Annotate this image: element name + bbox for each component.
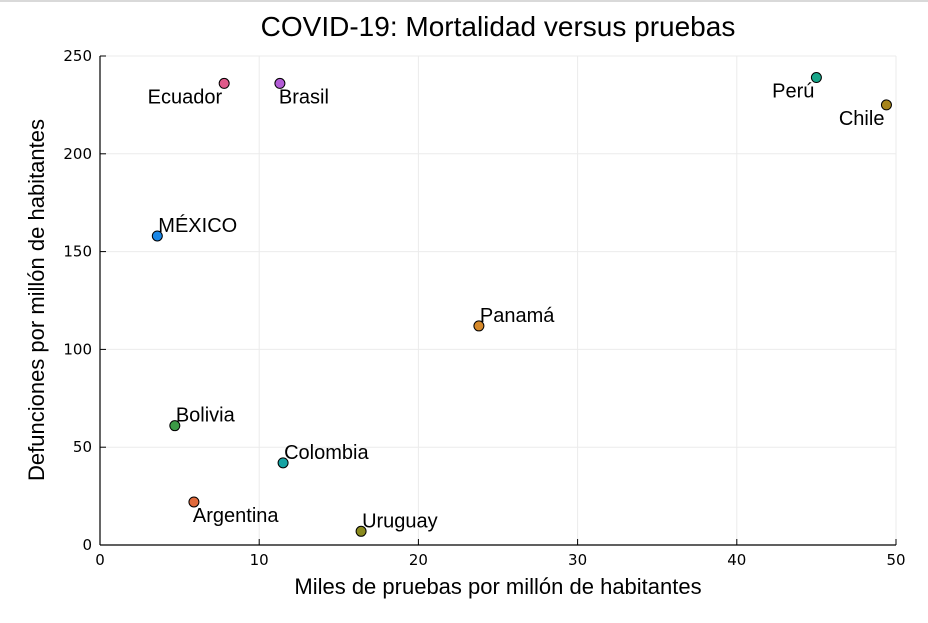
x-tick-label: 40 xyxy=(727,551,746,569)
x-tick-label: 50 xyxy=(886,551,905,569)
axes-layer xyxy=(99,56,896,546)
point-label-brasil: Brasil xyxy=(279,86,329,108)
x-tick-label: 30 xyxy=(568,551,587,569)
point-label-uruguay: Uruguay xyxy=(362,510,438,532)
y-tick-label: 50 xyxy=(73,438,92,456)
point-uruguay xyxy=(355,525,367,537)
point-brasil xyxy=(274,77,286,89)
point-peru xyxy=(810,72,822,84)
point-label-ecuador: Ecuador xyxy=(148,86,223,108)
point-bolivia xyxy=(169,420,181,432)
point-label-colombia: Colombia xyxy=(284,442,369,464)
point-chile xyxy=(880,99,892,111)
y-tick-label: 150 xyxy=(63,243,92,261)
chart-title: COVID-19: Mortalidad versus pruebas xyxy=(261,11,736,42)
y-tick-label: 250 xyxy=(63,47,92,65)
x-tick-label: 20 xyxy=(409,551,428,569)
point-label-peru: Perú xyxy=(772,81,814,103)
point-colombia xyxy=(277,457,289,469)
point-argentina xyxy=(188,496,200,508)
point-panama xyxy=(473,320,485,332)
point-label-bolivia: Bolivia xyxy=(176,405,236,427)
x-tick-label: 0 xyxy=(95,551,105,569)
point-mexico xyxy=(151,230,163,242)
point-ecuador xyxy=(218,77,230,89)
y-tick-label: 0 xyxy=(82,536,92,554)
points-layer xyxy=(151,72,892,537)
top-divider xyxy=(0,0,928,2)
x-axis-label: Miles de pruebas por millón de habitante… xyxy=(294,574,701,599)
point-label-mexico: MÉXICO xyxy=(158,214,237,237)
y-tick-label: 100 xyxy=(63,340,92,358)
point-labels-layer: Ecuador Brasil Perú Chile MÉXICO Panamá Bolivi… xyxy=(148,81,885,533)
point-label-panama: Panamá xyxy=(480,305,555,327)
y-axis-label: Defunciones por millón de habitantes xyxy=(24,119,49,481)
point-label-chile: Chile xyxy=(839,108,885,130)
x-tick-label: 10 xyxy=(250,551,269,569)
y-tick-label: 200 xyxy=(63,145,92,163)
point-label-argentina: Argentina xyxy=(193,505,279,527)
ticks-layer: 0 10 20 30 40 50 0 50 100 150 200 250 xyxy=(63,47,905,569)
grid-layer xyxy=(99,55,897,546)
